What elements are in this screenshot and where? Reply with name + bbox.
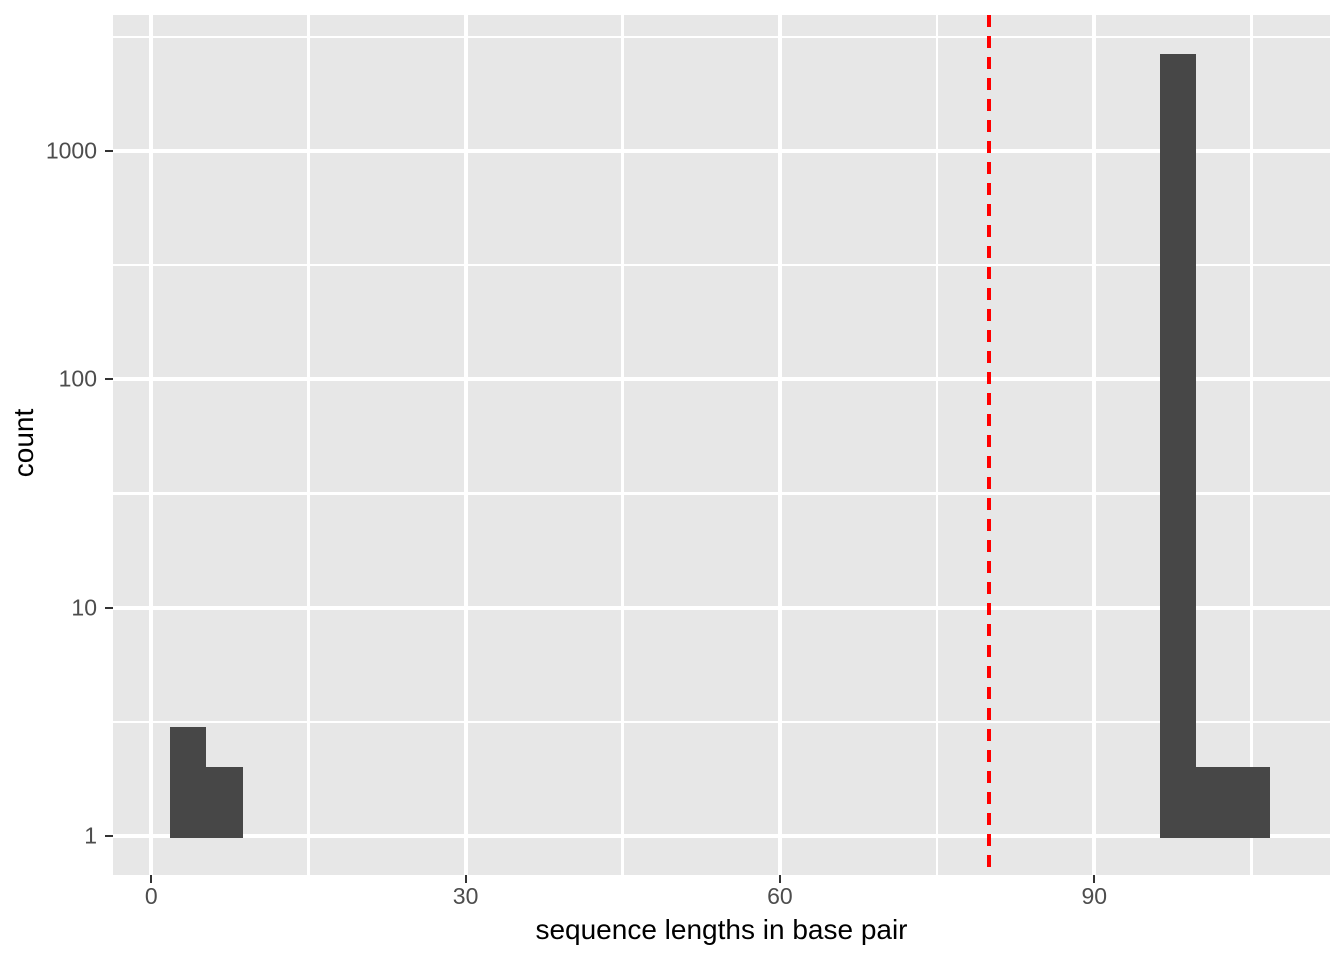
y-tick — [105, 378, 113, 381]
gridline-y-major — [113, 605, 1330, 610]
gridline-y-major — [113, 377, 1330, 382]
gridline-y-minor — [113, 263, 1330, 267]
x-tick-label: 30 — [452, 883, 479, 909]
y-tick-label: 1000 — [45, 137, 97, 164]
y-axis-title: count — [8, 408, 39, 478]
x-tick-label: 0 — [144, 883, 158, 909]
gridline-y-major — [113, 833, 1330, 838]
histogram-bar — [1233, 767, 1270, 838]
y-tick — [105, 150, 113, 153]
y-tick-label: 1 — [84, 822, 97, 849]
y-tick — [105, 834, 113, 837]
x-tick — [464, 875, 467, 883]
x-tick — [1093, 875, 1096, 883]
gridline-x-major — [1092, 15, 1097, 875]
gridline-x-major — [777, 15, 782, 875]
gridline-x-major — [149, 15, 154, 875]
x-tick-label: 90 — [1081, 883, 1108, 909]
y-tick-label: 100 — [58, 365, 97, 392]
x-axis-title: sequence lengths in base pair — [535, 914, 908, 945]
histogram-bar — [1159, 54, 1197, 838]
gridline-y-major — [113, 149, 1330, 154]
gridline-x-minor — [1250, 15, 1253, 875]
gridline-x-minor — [307, 15, 310, 875]
gridline-x-major — [463, 15, 468, 875]
x-tick — [778, 875, 781, 883]
gridline-y-minor — [113, 35, 1330, 39]
threshold-vline — [987, 15, 992, 875]
x-tick-label: 60 — [767, 883, 793, 909]
gridline-x-minor — [621, 15, 624, 875]
histogram-bar — [206, 767, 243, 838]
y-tick — [105, 606, 113, 609]
y-tick-label: 10 — [71, 594, 97, 621]
gridline-y-minor — [113, 720, 1330, 724]
gridline-x-minor — [935, 15, 939, 875]
histogram-bar — [169, 727, 207, 838]
histogram-bar — [1196, 767, 1234, 838]
gridline-y-minor — [113, 492, 1330, 495]
x-tick — [150, 875, 153, 883]
plot-panel — [113, 15, 1330, 875]
